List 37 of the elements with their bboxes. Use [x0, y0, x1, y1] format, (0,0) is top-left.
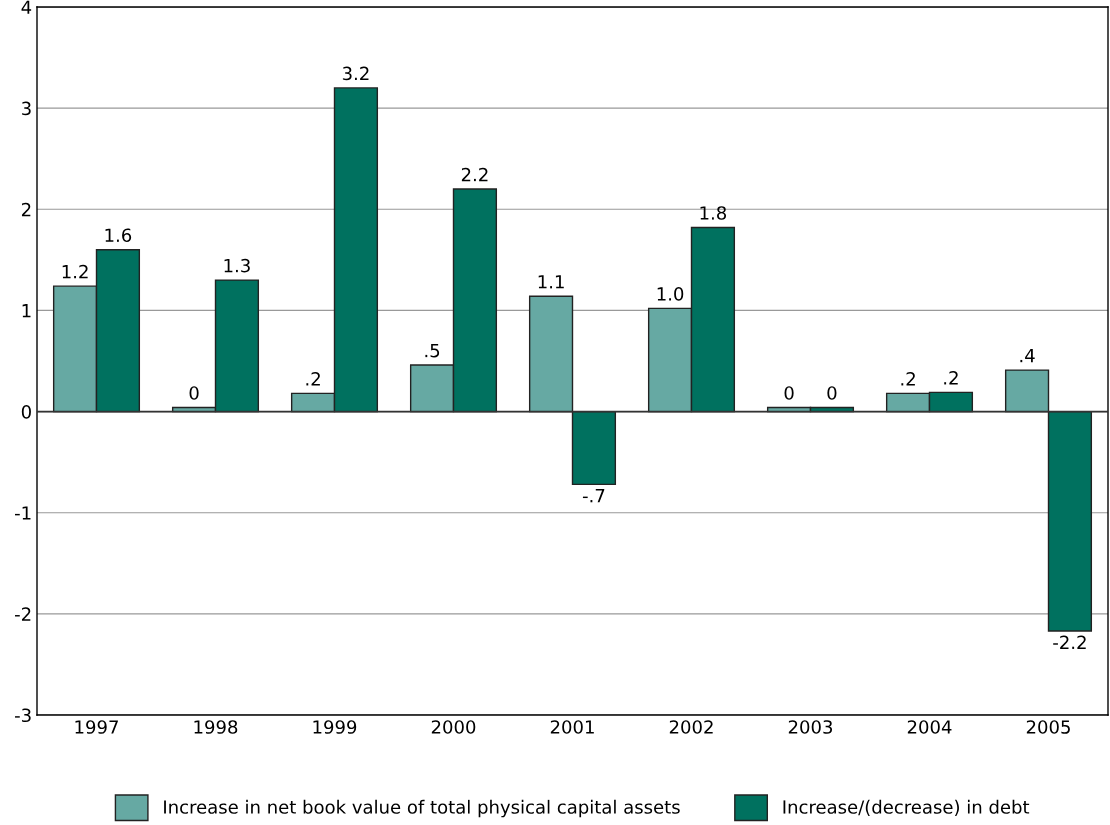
x-tick-label: 1998 [194, 720, 238, 734]
x-tick-label: 2002 [669, 720, 713, 734]
data-label: 1.0 [657, 287, 684, 301]
y-tick-label: 4 [21, 0, 32, 14]
data-label: 0 [784, 386, 794, 400]
y-tick-label: 3 [22, 101, 31, 116]
data-label: -.7 [582, 489, 605, 503]
data-label: 0 [189, 386, 199, 400]
data-label: .4 [1020, 349, 1035, 363]
data-label: 1.1 [538, 275, 564, 289]
y-tick-label: -2 [15, 607, 31, 621]
data-label: 0 [827, 386, 837, 400]
x-tick-label: 2003 [788, 720, 833, 734]
data-label: 1.8 [700, 206, 727, 220]
x-tick-label: 2005 [1026, 720, 1070, 734]
x-tick-label: 2001 [550, 720, 594, 734]
y-tick-label: 2 [21, 202, 31, 217]
x-tick-label: 2000 [431, 720, 476, 734]
x-tick-label: 2004 [907, 720, 952, 734]
data-label: .2 [944, 371, 958, 385]
legend-label: Increase/(decrease) in debt [783, 799, 1030, 816]
data-label: 2.2 [461, 167, 488, 182]
y-tick-label: 1 [22, 304, 31, 318]
data-label: 1.2 [62, 264, 88, 279]
y-tick-label: -3 [15, 708, 31, 723]
y-tick-label: -1 [15, 506, 31, 520]
data-label: .2 [306, 372, 320, 386]
data-label: 1.3 [224, 258, 250, 273]
x-tick-label: 1997 [75, 720, 118, 734]
x-tick-label: 1999 [313, 720, 357, 734]
data-label: .2 [901, 372, 915, 386]
data-label: 3.2 [342, 66, 369, 81]
data-label: -2.2 [1053, 635, 1086, 649]
y-tick-label: 0 [21, 405, 31, 419]
data-label: 1.6 [105, 228, 132, 243]
data-label: .5 [425, 343, 440, 358]
legend-label: Increase in net book value of total physical capital assets [164, 799, 680, 818]
